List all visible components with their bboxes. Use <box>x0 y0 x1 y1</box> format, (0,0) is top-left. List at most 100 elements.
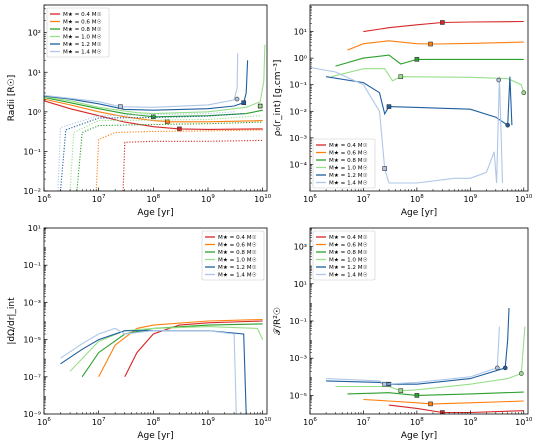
series-marker-5 <box>386 104 392 109</box>
x-tick-label: 107 <box>357 417 371 427</box>
y-tick-label: 10¹ <box>294 28 307 37</box>
x-axis-label: Age [yr] <box>401 431 437 441</box>
y-axis-label: Radii [R☉] <box>7 75 17 122</box>
endpoint-marker-3 <box>496 77 502 83</box>
legend-entry: M★ = 1.0 M☉ <box>329 165 368 172</box>
y-tick-label: 10⁻⁷ <box>23 373 41 382</box>
series-marker-6 <box>382 166 388 171</box>
x-tick-label: 107 <box>92 417 106 427</box>
series-line-2 <box>363 398 524 405</box>
y-tick-label: 10⁰ <box>28 108 41 117</box>
series-line-4 <box>69 326 264 372</box>
y-tick-label: 10¹ <box>294 280 307 289</box>
series-line-1 <box>388 404 524 414</box>
y-tick-label: 10⁻³ <box>289 354 307 363</box>
series-line-6 <box>326 326 500 385</box>
series-line-6 <box>310 66 504 184</box>
series-core-line-3 <box>76 121 263 191</box>
x-tick-label: 106 <box>37 194 51 204</box>
legend-entry: M★ = 1.2 M☉ <box>218 264 257 271</box>
y-tick-label: 10⁻² <box>289 107 307 116</box>
series-marker-3 <box>414 393 420 398</box>
legend: M★ = 0.4 M☉M★ = 0.6 M☉M★ = 0.8 M☉M★ = 1.… <box>312 138 376 189</box>
legend: M★ = 0.4 M☉M★ = 0.6 M☉M★ = 0.8 M☉M★ = 1.… <box>201 230 265 281</box>
x-tick-label: 106 <box>37 417 51 427</box>
series-line-1 <box>44 100 263 130</box>
series-marker-2 <box>428 41 433 47</box>
legend-entry: M★ = 1.2 M☉ <box>63 41 102 48</box>
x-tick-label: 109 <box>201 194 215 204</box>
y-axis-label: 𝒯/R²☉ <box>273 307 283 335</box>
series-line-4 <box>331 68 525 93</box>
axes-frame <box>309 4 529 192</box>
y-tick-label: 10⁻³ <box>289 134 307 143</box>
series-line-6 <box>44 53 239 108</box>
x-tick-label: 108 <box>410 417 424 427</box>
legend-entry: M★ = 1.2 M☉ <box>329 264 368 271</box>
legend-entry: M★ = 1.4 M☉ <box>329 180 368 187</box>
x-tick-label: 1010 <box>254 417 272 427</box>
legend-entry: M★ = 0.6 M☉ <box>329 150 368 157</box>
series-core-line-5 <box>59 113 244 191</box>
series-line-1 <box>363 20 524 33</box>
series-line-5 <box>44 60 249 111</box>
y-tick-label: 10¹ <box>28 224 41 233</box>
y-tick-label: 10² <box>28 29 41 38</box>
x-tick-label: 107 <box>92 194 106 204</box>
legend-entry: M★ = 0.8 M☉ <box>63 26 102 33</box>
x-tick-label: 108 <box>410 194 424 204</box>
y-axis-label: ρ₀(r_int) [g.cm⁻³] <box>273 60 283 137</box>
series-line-2 <box>44 98 263 123</box>
plot-area <box>310 20 527 184</box>
panel-1: 106 107 108 109 1010 10⁻² 10⁻¹ 10⁰ 10¹ 10² Age [yr… <box>7 4 272 218</box>
legend-entry: M★ = 0.6 M☉ <box>329 242 368 249</box>
series-line-1 <box>124 320 263 378</box>
panel-4: 106 107 108 109 1010 10⁻⁵ 10⁻³ 10⁻¹ 10¹ 10³ Age [y… <box>273 227 533 441</box>
legend: M★ = 0.4 M☉M★ = 0.6 M☉M★ = 0.8 M☉M★ = 1.… <box>46 7 110 58</box>
x-tick-label: 106 <box>303 417 317 427</box>
series-line-3 <box>347 391 524 396</box>
legend-entry: M★ = 0.8 M☉ <box>329 157 368 164</box>
legend-entry: M★ = 0.4 M☉ <box>63 11 102 18</box>
legend-entry: M★ = 0.6 M☉ <box>63 19 102 26</box>
endpoint-marker-2 <box>502 365 508 371</box>
panel-3: 106 107 108 109 1010 10⁻⁹ 10⁻⁷ 10⁻⁵ 10⁻³ 10⁻¹ 10¹ A… <box>7 224 272 441</box>
legend-entry: M★ = 1.0 M☉ <box>218 257 257 264</box>
x-axis-label: Age [yr] <box>137 431 173 441</box>
y-tick-label: 10⁻¹ <box>289 317 307 326</box>
x-axis-label: Age [yr] <box>137 208 173 218</box>
y-axis-label: |dΩ/dr|_int <box>7 297 17 345</box>
series-line-3 <box>335 54 524 67</box>
legend-entry: M★ = 1.4 M☉ <box>329 272 368 279</box>
legend-entry: M★ = 1.0 M☉ <box>63 34 102 41</box>
legend: M★ = 0.4 M☉M★ = 0.6 M☉M★ = 0.8 M☉M★ = 1.… <box>312 230 376 281</box>
y-tick-label: 10⁻⁴ <box>289 160 307 169</box>
series-marker-2 <box>428 401 433 407</box>
y-tick-label: 10⁻¹ <box>23 261 41 270</box>
y-tick-label: 10⁻¹ <box>23 147 41 156</box>
series-marker-3 <box>151 114 156 120</box>
axes-frame <box>43 227 268 415</box>
series-line-6 <box>60 327 237 414</box>
series-marker-1 <box>177 126 182 132</box>
legend-entry: M★ = 0.6 M☉ <box>218 242 257 249</box>
endpoint-marker-1 <box>519 371 524 376</box>
endpoint-marker-1 <box>521 90 527 96</box>
series-marker-5 <box>241 100 247 106</box>
x-tick-label: 108 <box>146 194 160 204</box>
series-line-3 <box>81 323 263 378</box>
series-line-4 <box>335 326 526 392</box>
legend-entry: M★ = 1.0 M☉ <box>329 257 368 264</box>
legend-entry: M★ = 0.8 M☉ <box>218 249 257 256</box>
endpoint-marker-2 <box>505 122 510 128</box>
series-marker-3 <box>414 57 420 62</box>
y-tick-label: 10⁻² <box>23 187 41 196</box>
endpoint-marker-2 <box>234 96 240 102</box>
series-core-line-1 <box>122 139 263 191</box>
legend-entry: M★ = 0.4 M☉ <box>218 234 257 241</box>
endpoint-marker-3 <box>495 365 500 371</box>
series-marker-6 <box>118 104 123 109</box>
plot-area <box>44 44 266 191</box>
x-tick-label: 109 <box>463 417 477 427</box>
x-tick-label: 1010 <box>515 194 533 204</box>
